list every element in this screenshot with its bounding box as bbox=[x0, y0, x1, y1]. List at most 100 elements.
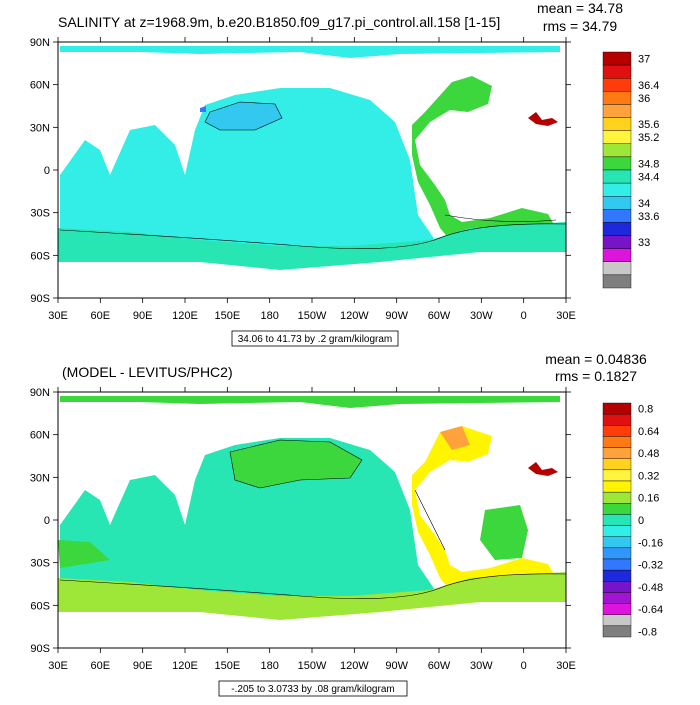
colorbar-swatch bbox=[602, 625, 632, 638]
arctic-region bbox=[60, 46, 560, 58]
colorbar-label: 36 bbox=[638, 93, 650, 105]
southern-ocean-band bbox=[58, 572, 566, 620]
south-atlantic-patch bbox=[480, 505, 528, 560]
colorbar-swatch bbox=[602, 222, 632, 236]
x-tick-label: 120E bbox=[172, 660, 198, 672]
chart-title: (MODEL - LEVITUS/PHC2) bbox=[62, 364, 233, 380]
colorbar-swatch bbox=[602, 196, 632, 210]
southern-ocean-band bbox=[58, 222, 566, 270]
arctic-region bbox=[60, 396, 560, 408]
indian-ocean-patch bbox=[58, 540, 110, 568]
colorbar-swatch bbox=[602, 614, 632, 627]
y-tick-label: 60N bbox=[30, 430, 50, 442]
x-tick-label: 0 bbox=[521, 660, 527, 672]
north-pacific-positive bbox=[230, 440, 362, 488]
colorbar-label: 33.6 bbox=[638, 211, 659, 223]
colorbar-label: 0 bbox=[638, 515, 644, 527]
colorbar-label: 34.8 bbox=[638, 158, 659, 170]
contour-info: -.205 to 3.0733 by .08 gram/kilogram bbox=[231, 684, 394, 695]
colorbar-label: -0.8 bbox=[638, 626, 657, 638]
colorbar-label: -0.32 bbox=[638, 560, 663, 572]
x-tick-label: 120W bbox=[340, 660, 369, 672]
colorbar-swatch bbox=[602, 91, 632, 105]
colorbar-label: 33 bbox=[638, 237, 650, 249]
colorbar-swatch bbox=[602, 458, 632, 471]
colorbar-label: 0.48 bbox=[638, 448, 659, 460]
colorbar-swatch bbox=[602, 248, 632, 262]
x-tick-label: 60E bbox=[91, 660, 111, 672]
contour-info-box bbox=[218, 680, 408, 697]
indo-pacific-region bbox=[60, 438, 445, 612]
x-tick-label: 180 bbox=[260, 660, 278, 672]
nw-pacific-patch bbox=[205, 102, 282, 130]
y-tick-label: 30S bbox=[30, 208, 50, 220]
colorbar-swatch bbox=[602, 603, 632, 615]
colorbar: 0.8 0.64 0.48 0.32 0.16 0 -0.16 -0.32 -0.48 -0.64… bbox=[602, 402, 663, 638]
y-tick-label: 0 bbox=[44, 165, 50, 177]
labrador-patch bbox=[440, 426, 470, 450]
x-tick-label: 90E bbox=[133, 310, 153, 322]
rms-label: rms = 34.79 bbox=[543, 18, 618, 34]
colorbar-swatch bbox=[602, 436, 632, 448]
mean-label: mean = 0.04836 bbox=[545, 351, 647, 367]
x-axis: 30E 60E 90E 120E 150E 180 150W 120W 90W 60W 30W 0 30… bbox=[48, 387, 576, 672]
colorbar-swatch bbox=[602, 413, 632, 426]
colorbar-swatch bbox=[602, 235, 632, 249]
y-axis: 90N 60N 30N 0 30S 60S 90S bbox=[30, 387, 571, 655]
x-tick-label: 120E bbox=[172, 310, 198, 322]
colorbar-label: -0.64 bbox=[638, 604, 663, 616]
colorbar-swatch bbox=[602, 536, 632, 549]
y-tick-label: 90S bbox=[30, 293, 50, 305]
x-tick-label: 60W bbox=[428, 660, 451, 672]
indo-pacific-region bbox=[60, 88, 445, 262]
colorbar-label: 36.4 bbox=[638, 80, 659, 92]
colorbar-swatch bbox=[602, 156, 632, 171]
contour-info: 34.06 to 41.73 by .2 gram/kilogram bbox=[238, 334, 393, 345]
y-tick-label: 90N bbox=[30, 387, 50, 399]
colorbar-swatch bbox=[602, 503, 632, 515]
x-tick-label: 30E bbox=[556, 660, 576, 672]
mediterranean-outflow bbox=[528, 112, 558, 126]
x-axis: 30E 60E 90E 120E 150E 180 150W 120W 90W 60W 30W 0 30… bbox=[48, 37, 576, 322]
difference-panel: (MODEL - LEVITUS/PHC2) mean = 0.04836 rm… bbox=[30, 351, 663, 697]
x-tick-label: 180 bbox=[260, 310, 278, 322]
x-tick-label: 30W bbox=[470, 310, 493, 322]
colorbar-swatch bbox=[602, 480, 632, 493]
x-tick-label: 60E bbox=[91, 310, 111, 322]
colorbar-swatch bbox=[602, 558, 632, 571]
x-tick-label: 90W bbox=[385, 310, 408, 322]
y-tick-label: 60N bbox=[30, 80, 50, 92]
y-tick-label: 60S bbox=[30, 250, 50, 262]
colorbar-label: 35.2 bbox=[638, 132, 659, 144]
colorbar-swatch bbox=[602, 569, 632, 582]
colorbar-swatch bbox=[602, 469, 632, 482]
x-tick-label: 90E bbox=[133, 660, 153, 672]
x-tick-label: 150E bbox=[214, 310, 240, 322]
colorbar-label: 34.4 bbox=[638, 172, 659, 184]
colorbar-swatch bbox=[602, 547, 632, 560]
x-tick-label: 30E bbox=[556, 310, 576, 322]
colorbar-label: 0.64 bbox=[638, 426, 659, 438]
x-tick-label: 150E bbox=[214, 660, 240, 672]
x-tick-label: 60W bbox=[428, 310, 451, 322]
colorbar-label: 0.32 bbox=[638, 470, 659, 482]
colorbar-swatch bbox=[602, 78, 632, 92]
colorbar-swatch bbox=[602, 592, 632, 604]
colorbar-label: 35.6 bbox=[638, 119, 659, 131]
colorbar-label: 37 bbox=[638, 54, 650, 66]
colorbar-swatch bbox=[602, 525, 632, 537]
x-tick-label: 30E bbox=[48, 660, 68, 672]
colorbar-swatch bbox=[602, 447, 632, 459]
y-tick-label: 90N bbox=[30, 37, 50, 49]
y-axis: 90N 60N 30N 0 30S 60S 90S bbox=[30, 37, 571, 305]
y-tick-label: 30S bbox=[30, 558, 50, 570]
chart-title: SALINITY at z=1968.9m, b.e20.B1850.f09_g… bbox=[58, 14, 500, 30]
colorbar-label: 0.16 bbox=[638, 493, 659, 505]
contour-info-box bbox=[231, 330, 399, 347]
x-tick-label: 30E bbox=[48, 310, 68, 322]
difference-map bbox=[58, 392, 566, 648]
colorbar-label: -0.48 bbox=[638, 582, 663, 594]
x-tick-label: 30W bbox=[470, 660, 493, 672]
colorbar-label: 34 bbox=[638, 198, 650, 210]
